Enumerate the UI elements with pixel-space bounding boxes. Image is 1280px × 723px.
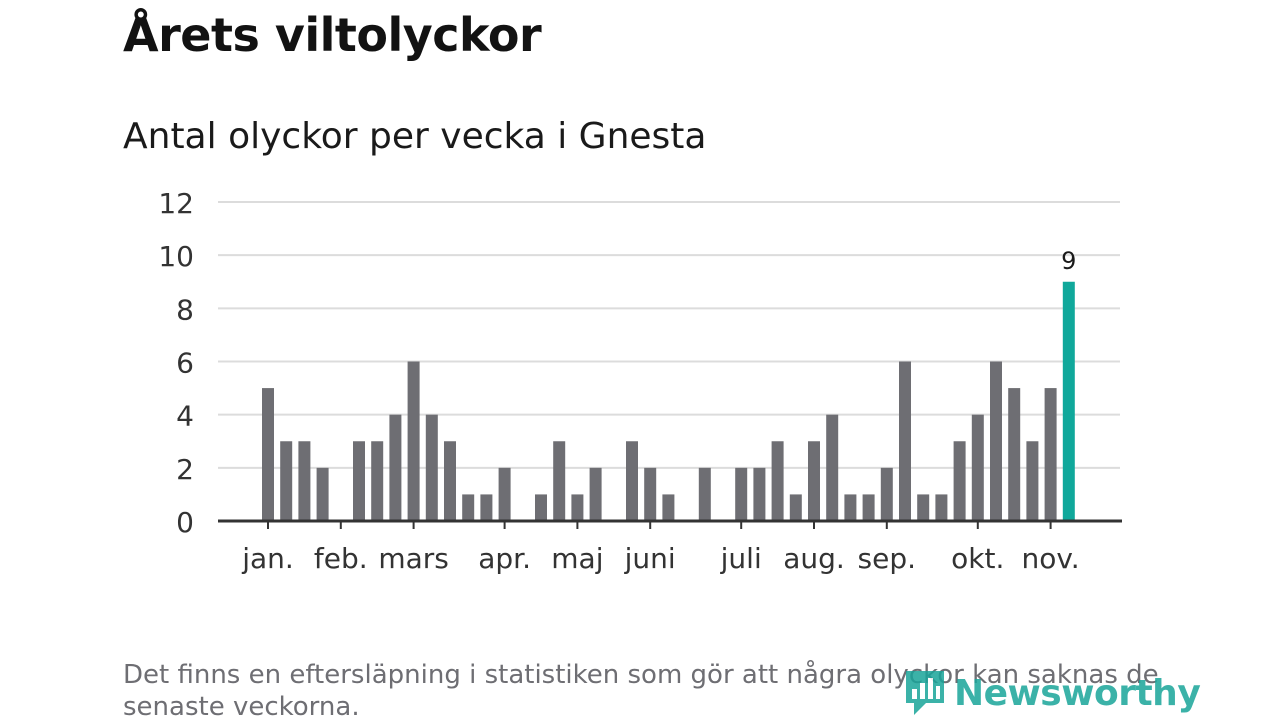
bar bbox=[953, 441, 966, 521]
bar bbox=[899, 361, 911, 521]
bar bbox=[425, 414, 438, 521]
y-tick-label: 12 bbox=[158, 187, 194, 220]
bar bbox=[371, 441, 384, 521]
bar bbox=[935, 494, 948, 521]
bar bbox=[553, 441, 566, 521]
x-tick-label: aug. bbox=[783, 542, 845, 575]
bar bbox=[389, 414, 402, 521]
bar bbox=[990, 361, 1002, 521]
brand-name: Newsworthy bbox=[954, 672, 1201, 714]
y-tick-label: 0 bbox=[176, 506, 194, 539]
x-tick-label: nov. bbox=[1022, 542, 1080, 575]
bar bbox=[589, 467, 602, 521]
bar bbox=[353, 441, 365, 521]
x-tick-label: mars bbox=[378, 542, 449, 575]
y-tick-label: 2 bbox=[176, 453, 194, 486]
x-tick-label: apr. bbox=[478, 542, 531, 575]
bar bbox=[753, 467, 766, 521]
x-tick-label: feb. bbox=[314, 542, 368, 575]
newsworthy-brand[interactable]: Newsworthy bbox=[902, 668, 1201, 718]
x-tick-label: juni bbox=[624, 542, 676, 575]
bar-chart: 0 2 4 6 8 10 12 jan. feb. mars apr. maj juni juli aug.… bbox=[158, 187, 1122, 575]
y-tick-label: 4 bbox=[176, 400, 194, 433]
newsworthy-logo-icon bbox=[906, 671, 944, 715]
bar bbox=[644, 467, 657, 521]
x-tick-label: maj bbox=[551, 542, 603, 575]
x-tick-label: juli bbox=[720, 542, 762, 575]
x-tick-label: jan. bbox=[241, 542, 294, 575]
bar bbox=[862, 494, 875, 521]
bar bbox=[1008, 388, 1021, 521]
bar bbox=[298, 441, 311, 521]
bar bbox=[571, 494, 584, 521]
chart-title: Årets viltolyckor bbox=[123, 8, 542, 62]
chart-subtitle: Antal olyckor per vecka i Gnesta bbox=[123, 116, 707, 157]
bar bbox=[498, 467, 511, 521]
bar bbox=[662, 494, 675, 521]
bar bbox=[917, 494, 930, 521]
x-tick-label: sep. bbox=[858, 542, 917, 575]
bar bbox=[844, 494, 857, 521]
y-tick-label: 10 bbox=[158, 240, 194, 273]
bar bbox=[971, 414, 984, 521]
x-tick-label: okt. bbox=[951, 542, 1004, 575]
highlight-bar bbox=[1062, 281, 1075, 521]
bar bbox=[826, 414, 839, 521]
y-tick-label: 6 bbox=[176, 347, 194, 380]
bar bbox=[626, 441, 638, 521]
bar bbox=[808, 441, 820, 521]
data-label: 9 bbox=[1061, 247, 1076, 275]
bar bbox=[407, 361, 420, 521]
bar bbox=[316, 467, 329, 521]
bar bbox=[880, 467, 893, 521]
bar bbox=[1044, 388, 1057, 521]
bar bbox=[480, 494, 493, 521]
bar bbox=[771, 441, 784, 521]
bar bbox=[535, 494, 547, 521]
bar bbox=[280, 441, 293, 521]
bar bbox=[444, 441, 456, 521]
footnote: Det finns en eftersläpning i statistiken… bbox=[123, 660, 1159, 722]
y-tick-label: 8 bbox=[176, 293, 194, 326]
bar bbox=[789, 494, 802, 521]
bar bbox=[698, 467, 711, 521]
bar bbox=[1026, 441, 1039, 521]
bar bbox=[462, 494, 475, 521]
bar bbox=[262, 388, 274, 521]
bar bbox=[735, 467, 748, 521]
